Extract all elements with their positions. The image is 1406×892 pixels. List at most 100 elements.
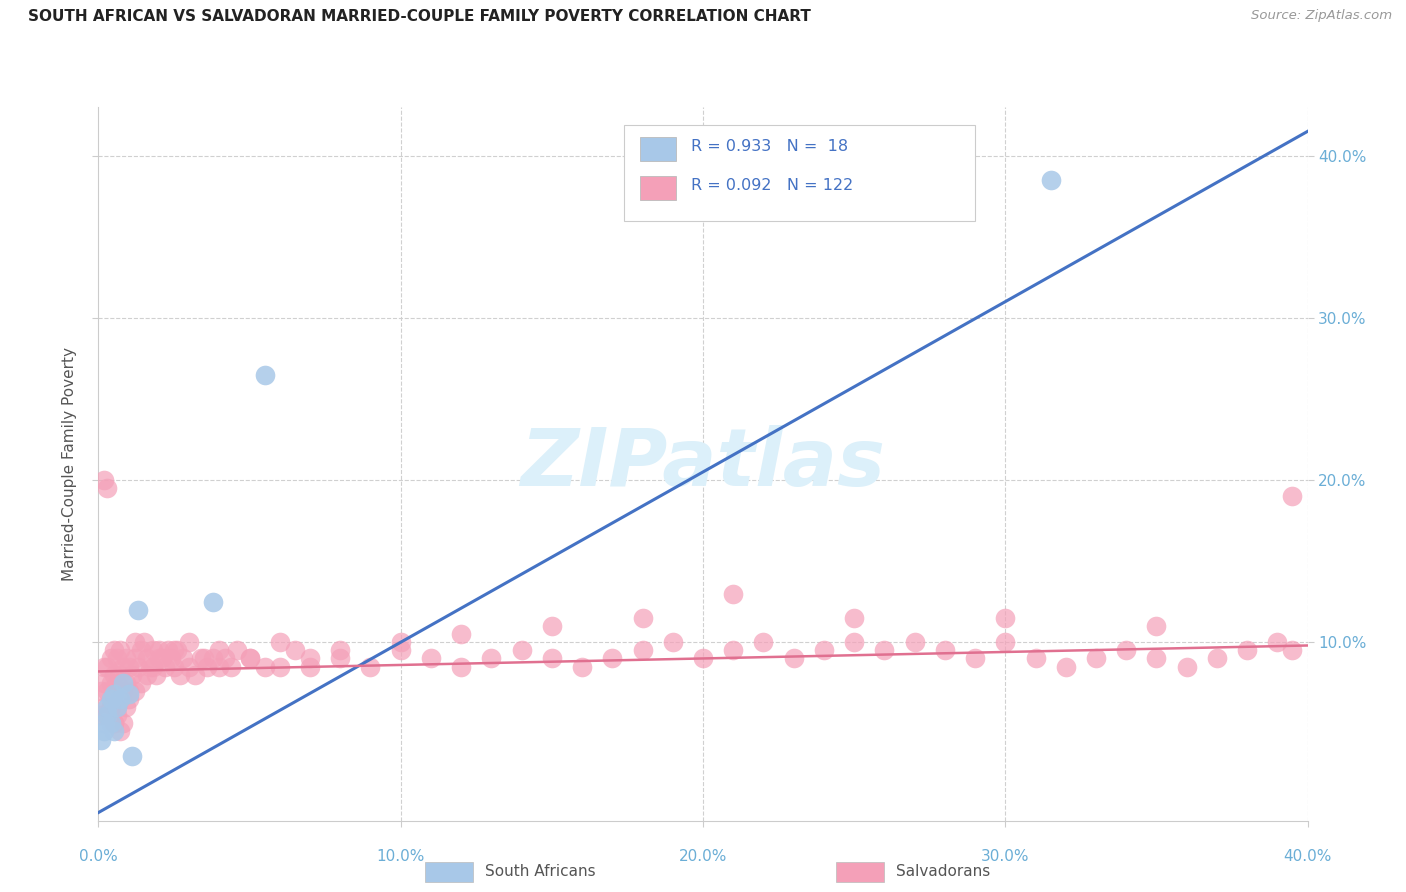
Point: [481, 651, 503, 665]
FancyBboxPatch shape: [837, 862, 884, 882]
Point: [90, 732, 112, 747]
Point: [90, 684, 112, 698]
Point: [844, 635, 866, 649]
Point: [299, 651, 322, 665]
Y-axis label: Married-Couple Family Poverty: Married-Couple Family Poverty: [62, 347, 77, 581]
Point: [156, 643, 179, 657]
FancyBboxPatch shape: [640, 137, 676, 161]
Point: [93, 724, 115, 739]
Point: [114, 700, 136, 714]
Point: [111, 684, 134, 698]
Point: [1144, 651, 1167, 665]
Point: [184, 667, 207, 681]
Point: [179, 659, 201, 673]
Point: [873, 643, 896, 657]
Point: [118, 692, 141, 706]
Text: ZIPatlas: ZIPatlas: [520, 425, 886, 503]
Point: [93, 473, 115, 487]
Point: [450, 627, 472, 641]
Point: [100, 651, 122, 665]
Point: [631, 611, 654, 625]
Point: [571, 659, 593, 673]
Text: 30.0%: 30.0%: [981, 849, 1029, 863]
Point: [965, 651, 987, 665]
Point: [450, 659, 472, 673]
Point: [124, 635, 146, 649]
Point: [96, 708, 118, 723]
Text: Source: ZipAtlas.com: Source: ZipAtlas.com: [1251, 9, 1392, 22]
Point: [163, 659, 186, 673]
FancyBboxPatch shape: [425, 862, 474, 882]
Point: [103, 724, 125, 739]
Point: [96, 684, 118, 698]
Point: [114, 675, 136, 690]
Point: [118, 684, 141, 698]
Point: [1206, 651, 1229, 665]
Point: [96, 708, 118, 723]
Point: [163, 643, 186, 657]
Point: [1281, 643, 1303, 657]
Point: [108, 643, 131, 657]
Point: [1267, 635, 1289, 649]
Text: 20.0%: 20.0%: [679, 849, 727, 863]
Point: [904, 635, 927, 649]
Point: [148, 651, 170, 665]
Text: R = 0.933   N =  18: R = 0.933 N = 18: [690, 139, 848, 153]
Point: [96, 659, 118, 673]
Point: [160, 651, 183, 665]
Point: [253, 659, 276, 673]
Point: [127, 603, 149, 617]
Point: [135, 667, 157, 681]
Point: [994, 635, 1017, 649]
Text: 10.0%: 10.0%: [377, 849, 425, 863]
Text: R = 0.092   N = 122: R = 0.092 N = 122: [690, 178, 853, 193]
Point: [142, 643, 165, 657]
Point: [166, 643, 188, 657]
Point: [150, 651, 173, 665]
Point: [103, 716, 125, 731]
Point: [105, 708, 128, 723]
Point: [111, 716, 134, 731]
Point: [121, 667, 143, 681]
Point: [103, 667, 125, 681]
Point: [111, 659, 134, 673]
Point: [253, 368, 276, 382]
Point: [121, 748, 143, 763]
Point: [783, 651, 806, 665]
Point: [127, 659, 149, 673]
Point: [602, 651, 624, 665]
Point: [93, 700, 115, 714]
Point: [1115, 643, 1137, 657]
Point: [1236, 643, 1258, 657]
Point: [239, 651, 262, 665]
Point: [118, 687, 141, 701]
Point: [299, 659, 322, 673]
Point: [1054, 659, 1077, 673]
Point: [389, 643, 412, 657]
Point: [179, 635, 201, 649]
Point: [1039, 173, 1062, 187]
Point: [994, 611, 1017, 625]
Point: [135, 651, 157, 665]
Point: [103, 687, 125, 701]
Point: [100, 700, 122, 714]
Text: 40.0%: 40.0%: [1284, 849, 1331, 863]
Point: [93, 675, 115, 690]
Point: [124, 684, 146, 698]
Point: [1175, 659, 1198, 673]
FancyBboxPatch shape: [624, 125, 976, 221]
Point: [329, 651, 352, 665]
Point: [103, 643, 125, 657]
Point: [844, 611, 866, 625]
Point: [723, 643, 745, 657]
Point: [1281, 489, 1303, 503]
Point: [108, 724, 131, 739]
Point: [329, 643, 352, 657]
Point: [96, 708, 118, 723]
Point: [169, 667, 191, 681]
Point: [202, 651, 225, 665]
Point: [124, 651, 146, 665]
Point: [239, 651, 262, 665]
Point: [269, 659, 291, 673]
Point: [129, 675, 152, 690]
